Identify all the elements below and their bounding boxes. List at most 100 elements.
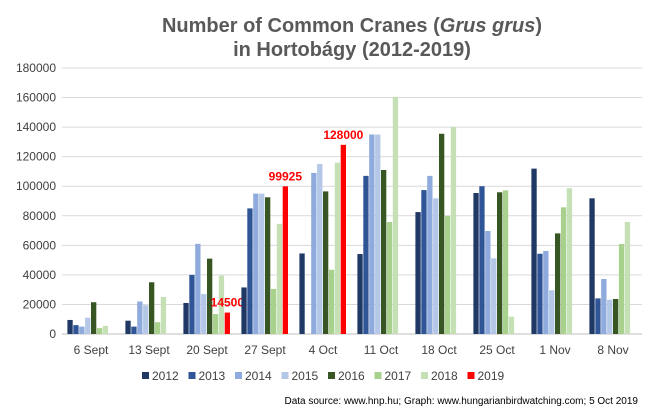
bar-2017: [560, 207, 567, 334]
x-tick-label: 18 Oct: [421, 343, 457, 357]
legend-label: 2012: [152, 369, 179, 383]
bar-2018: [566, 188, 573, 334]
bar-2015: [85, 317, 91, 334]
bar-2012: [241, 287, 247, 334]
legend-swatch-2019: [467, 372, 475, 379]
bar-2018: [218, 275, 225, 334]
x-tick-label: 25 Oct: [479, 343, 515, 357]
title-species: Grus grus: [440, 15, 536, 37]
y-tick-label: 80000: [23, 209, 57, 223]
bar-2017: [444, 215, 451, 334]
bar-2015: [607, 299, 613, 334]
legend-swatch-2015: [281, 372, 289, 379]
bar-2013: [189, 274, 195, 334]
bar-2016: [381, 169, 387, 334]
bar-2019: [224, 312, 230, 334]
x-axis: 6 Sept 13 Sept 20 Sept 27 Sept 4 Oct 11 Oct 18…: [74, 343, 629, 357]
x-tick-label: 11 Oct: [364, 343, 399, 357]
x-tick-label: 4 Oct: [309, 343, 338, 357]
bar-2014: [311, 172, 317, 334]
bar-2012: [531, 168, 537, 334]
bar-2016: [207, 258, 213, 334]
bar-2013: [421, 190, 427, 334]
bar-2013: [595, 298, 601, 334]
bar-2014: [485, 230, 491, 334]
bar-2012: [589, 198, 595, 334]
legend-swatch-2018: [421, 372, 428, 379]
bar-2019: [282, 186, 288, 334]
bar-2013: [537, 253, 543, 334]
y-tick-label: 160000: [16, 91, 56, 105]
bar-2014: [195, 243, 201, 334]
bar-2017: [328, 269, 335, 334]
bar-2015: [317, 164, 323, 334]
y-tick-label: 40000: [23, 268, 57, 282]
bar-2012: [183, 302, 189, 334]
bar-2018: [102, 325, 109, 334]
data-label: 14500: [211, 296, 245, 310]
bar-2014: [253, 193, 259, 334]
bar-2018: [392, 96, 399, 334]
chart-title-line1: Number of Common Cranes (Grus grus): [162, 15, 542, 37]
bar-2014: [137, 301, 143, 334]
bar-2012: [125, 320, 131, 334]
bar-2012: [299, 253, 305, 334]
bar-2017: [618, 244, 625, 334]
bar-2017: [154, 322, 161, 334]
bar-2016: [439, 133, 445, 334]
x-tick-label: 6 Sept: [74, 343, 109, 357]
source-note: Data source: www.hnp.hu; Graph: www.hung…: [284, 396, 638, 407]
legend-label: 2018: [431, 369, 458, 383]
bar-2017: [270, 288, 277, 334]
legend-swatch-2014: [235, 372, 242, 379]
data-label: 128000: [323, 128, 363, 142]
bar-2012: [67, 319, 73, 334]
gridlines: [62, 67, 642, 335]
bar-2014: [601, 279, 607, 334]
y-tick-label: 140000: [16, 120, 56, 134]
x-tick-label: 20 Sept: [186, 343, 228, 357]
bar-2016: [91, 302, 97, 334]
bar-2018: [624, 221, 631, 334]
bar-2018: [450, 127, 457, 334]
bar-2015: [433, 198, 439, 334]
bar-2015: [375, 134, 381, 334]
bar-2016: [323, 191, 329, 334]
bar-2019: [340, 144, 346, 334]
bar-2013: [479, 186, 485, 334]
bar-2014: [427, 175, 433, 334]
bar-2013: [131, 326, 137, 334]
bar-2014: [79, 326, 85, 334]
legend-swatch-2017: [374, 372, 382, 379]
bar-2018: [508, 316, 515, 334]
bar-2015: [549, 290, 555, 334]
bar-2016: [149, 282, 155, 334]
y-tick-label: 60000: [23, 238, 57, 252]
legend-label: 2017: [385, 369, 412, 383]
legend-swatch-2012: [142, 372, 149, 379]
bar-2012: [357, 254, 363, 334]
bar-2014: [543, 250, 549, 334]
bars: 14500 99925 128000: [67, 96, 631, 334]
bar-2015: [143, 305, 149, 334]
title-prefix: Number of Common Cranes (: [162, 15, 440, 37]
bar-2017: [96, 328, 103, 334]
y-tick-label: 180000: [16, 61, 56, 75]
y-axis: 0 20000 40000 60000 80000 100000 120000 140000 1…: [16, 61, 56, 341]
legend-label: 2015: [292, 369, 319, 383]
bar-2017: [502, 190, 509, 334]
bar-2015: [259, 193, 265, 334]
legend-label: 2013: [199, 369, 226, 383]
x-tick-label: 27 Sept: [244, 343, 286, 357]
bar-2013: [247, 208, 253, 334]
y-tick-label: 0: [49, 327, 56, 341]
bar-2012: [415, 212, 421, 334]
legend-label: 2019: [478, 369, 505, 383]
x-tick-label: 8 Nov: [597, 343, 628, 357]
bar-2016: [613, 298, 619, 334]
y-tick-label: 120000: [16, 150, 56, 164]
legend-swatch-2016: [328, 372, 335, 379]
legend-swatch-2013: [188, 372, 196, 379]
bar-2016: [265, 197, 271, 334]
